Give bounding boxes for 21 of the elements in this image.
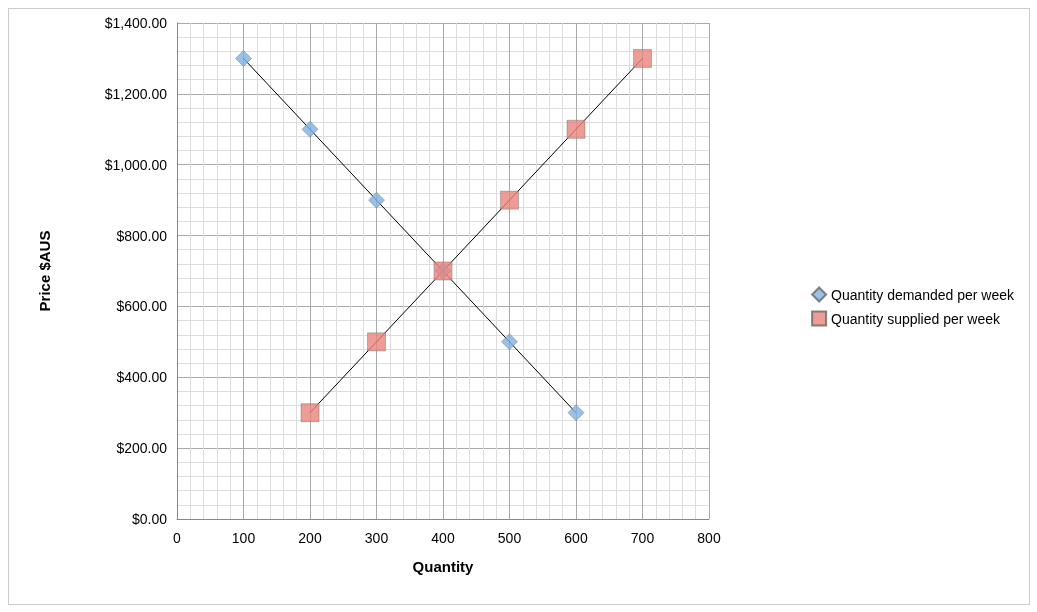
y-tick-label: $1,000.00 — [104, 156, 168, 173]
y-tick-label: $600.00 — [116, 298, 168, 315]
legend-label: Quantity supplied per week — [831, 310, 1001, 327]
x-tick-label: 0 — [173, 530, 182, 546]
legend-label: Quantity demanded per week — [831, 286, 1015, 303]
x-tick-label: 800 — [697, 530, 721, 546]
x-tick-label: 700 — [630, 530, 655, 546]
y-tick-label: $1,400.00 — [104, 15, 168, 31]
x-tick-label: 300 — [364, 530, 389, 546]
x-tick-label: 200 — [298, 530, 322, 546]
x-tick-label: 400 — [431, 530, 455, 546]
y-tick-label: $200.00 — [116, 440, 168, 457]
y-tick-label: $1,200.00 — [104, 85, 168, 102]
x-tick-label: 600 — [564, 530, 588, 546]
y-tick-label: $0.00 — [131, 511, 168, 527]
y-tick-label: $400.00 — [116, 369, 168, 386]
x-axis-title: Quantity — [412, 558, 475, 575]
x-tick-label: 100 — [231, 530, 256, 546]
y-tick-label: $800.00 — [116, 227, 168, 244]
y-axis-title: Price $AUS — [36, 230, 53, 312]
x-tick-label: 500 — [497, 530, 522, 546]
